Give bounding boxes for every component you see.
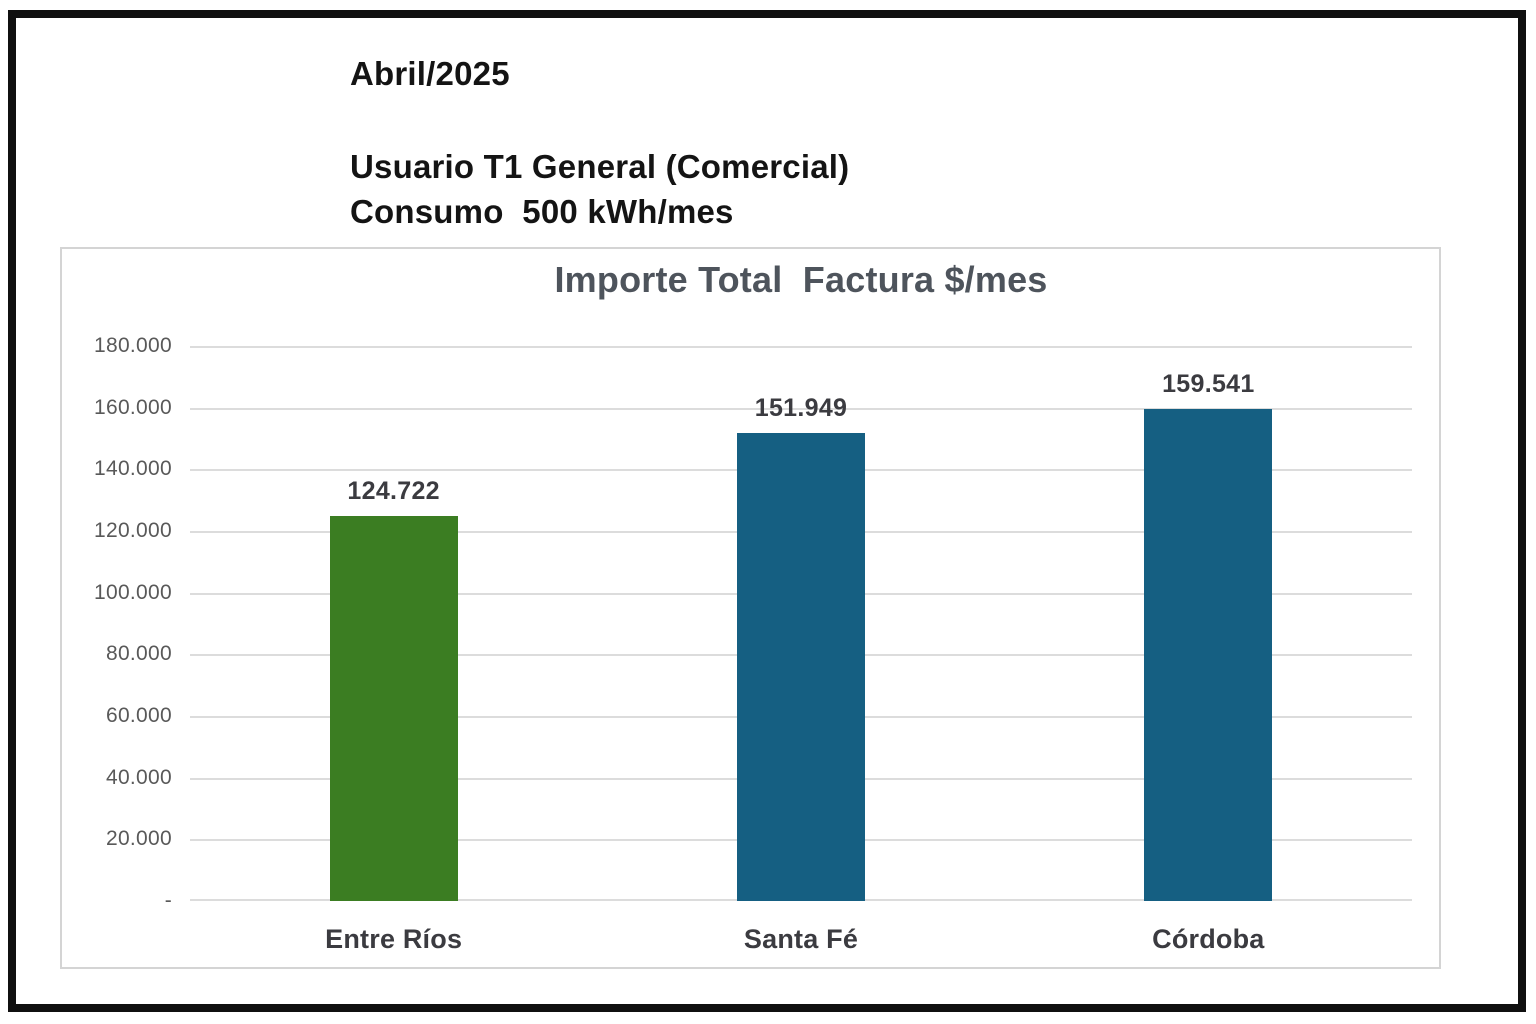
bar-value-label: 159.541 — [1162, 370, 1255, 399]
y-axis-tick-label: 60.000 — [105, 704, 172, 727]
bar-entre-rios — [329, 516, 458, 901]
y-axis-tick-label: 100.000 — [93, 580, 172, 604]
y-axis-tick-label: - — [164, 889, 172, 912]
gridline — [190, 407, 1412, 410]
bar-value-label: 124.722 — [347, 477, 440, 506]
y-axis-tick-label: 20.000 — [105, 827, 172, 851]
consumption-label: Consumo 500 kWh/mes — [350, 193, 734, 230]
plot-area: 124.722 151.949 159.541 — [190, 346, 1412, 901]
y-axis-tick-label: 180.000 — [93, 334, 172, 357]
y-axis-tick-label: 120.000 — [93, 519, 172, 542]
gridline — [190, 346, 1412, 348]
bar-santa-fe — [737, 432, 865, 901]
bar-cordoba — [1144, 409, 1273, 901]
x-axis-label-santa-fe: Santa Fé — [743, 924, 859, 954]
x-axis-label-cordoba: Córdoba — [1152, 924, 1265, 954]
y-axis-tick-label: 160.000 — [93, 395, 172, 419]
period-label: Abril/2025 — [350, 55, 510, 92]
bar-value-label: 151.949 — [754, 393, 848, 422]
chart-title: Importe Total Factura $/mes — [554, 259, 1048, 300]
y-axis-tick-label: 80.000 — [105, 642, 172, 666]
chart-panel: Importe Total Factura $/mes 124.722 151.9… — [60, 247, 1441, 969]
y-axis-tick-label: 140.000 — [93, 457, 172, 481]
user-type-label: Usuario T1 General (Comercial) — [350, 148, 850, 185]
y-axis-tick-label: 40.000 — [105, 765, 172, 789]
x-axis-label-entre-rios: Entre Ríos — [325, 924, 463, 954]
